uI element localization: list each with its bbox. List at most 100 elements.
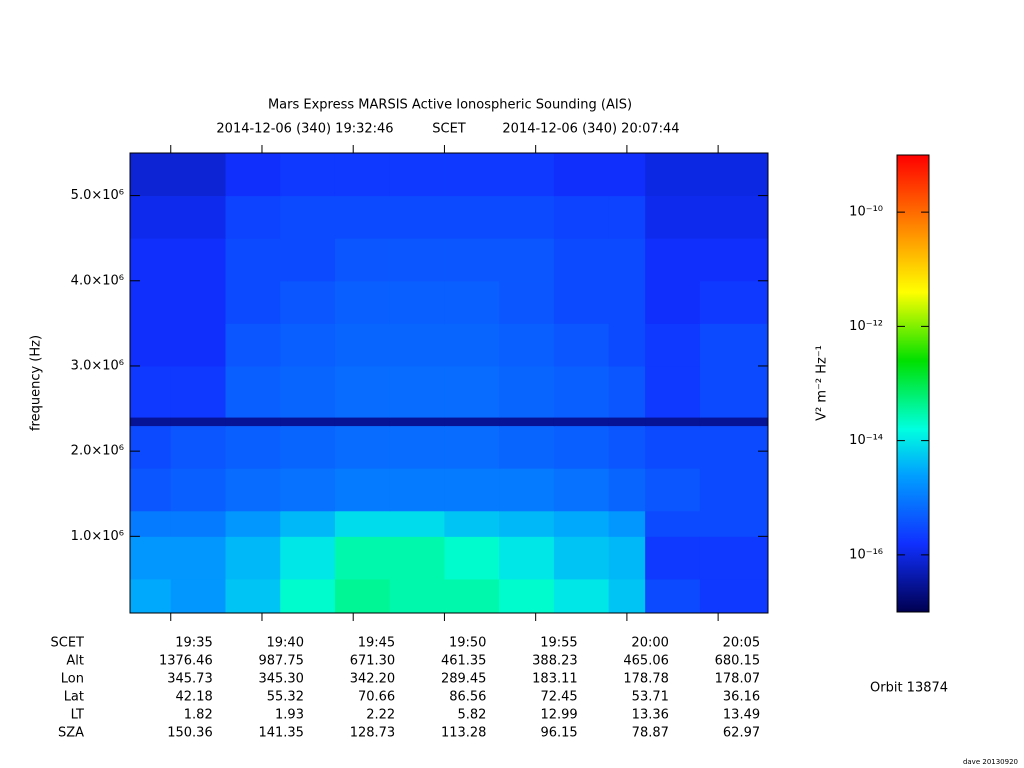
cell: [499, 510, 555, 537]
cell: [699, 280, 769, 324]
cell: [130, 468, 172, 512]
cell: [170, 578, 226, 614]
cell: [334, 323, 391, 367]
colorbar-tick-label: 10⁻¹²: [849, 319, 883, 334]
cell: [645, 365, 701, 418]
cell: [170, 195, 226, 239]
cell: [225, 195, 281, 239]
cell: [334, 510, 391, 537]
cell: [553, 153, 610, 197]
cell: [130, 323, 172, 367]
cell: [608, 238, 646, 282]
cell: [699, 238, 769, 282]
ephemeris-value: 345.73: [167, 672, 213, 687]
cell: [389, 536, 445, 580]
ephemeris-label: LT: [71, 708, 84, 723]
ephemeris-value: 671.30: [350, 654, 396, 669]
cell: [280, 195, 336, 239]
cell: [225, 238, 281, 282]
cell: [130, 425, 172, 469]
cell: [553, 536, 610, 580]
cell: [334, 153, 391, 197]
cell: [280, 578, 336, 614]
time-system: SCET: [432, 122, 466, 137]
cell: [444, 323, 500, 367]
cell: [280, 510, 336, 537]
cell: [130, 365, 172, 418]
cell: [280, 153, 336, 197]
colorbar-tick-label: 10⁻¹⁰: [849, 205, 883, 220]
ephemeris-value: 36.16: [723, 690, 760, 705]
cell: [608, 536, 646, 580]
cell: [170, 153, 226, 197]
cell: [170, 536, 226, 580]
cell: [699, 323, 769, 367]
cell: [170, 468, 226, 512]
cell: [608, 425, 646, 469]
cell: [499, 195, 555, 239]
cell: [389, 195, 445, 239]
cell: [334, 425, 391, 469]
y-tick-label: 2.0×10⁶: [71, 444, 124, 459]
cell: [699, 417, 769, 427]
cell: [225, 323, 281, 367]
cell: [389, 510, 445, 537]
cell: [170, 238, 226, 282]
cell: [444, 280, 500, 324]
ephemeris-value: 1376.46: [159, 654, 213, 669]
cell: [444, 195, 500, 239]
cell: [608, 417, 646, 427]
colorbar-tick-label: 10⁻¹⁶: [849, 547, 883, 562]
cell: [608, 510, 646, 537]
cell: [699, 425, 769, 469]
ephemeris-value: 150.36: [167, 726, 213, 741]
cell: [225, 425, 281, 469]
cell: [553, 468, 610, 512]
chart-title: Mars Express MARSIS Active Ionospheric S…: [268, 98, 632, 113]
cell: [699, 468, 769, 512]
x-tick-label: 20:05: [723, 636, 760, 651]
cell: [444, 578, 500, 614]
ephemeris-value: 388.23: [532, 654, 578, 669]
y-tick-label: 1.0×10⁶: [71, 529, 124, 544]
cell: [130, 417, 172, 427]
cell: [280, 365, 336, 418]
cell: [553, 280, 610, 324]
ephemeris-value: 53.71: [632, 690, 669, 705]
cell: [553, 365, 610, 418]
orbit: Orbit 13874: [870, 681, 948, 696]
ephemeris-value: 5.82: [457, 708, 486, 723]
ephemeris-value: 13.49: [723, 708, 760, 723]
cell: [334, 468, 391, 512]
ephemeris-value: 12.99: [540, 708, 577, 723]
ephemeris-value: 289.45: [441, 672, 487, 687]
cell: [225, 153, 281, 197]
cell: [280, 238, 336, 282]
ephemeris-label: Lat: [64, 690, 84, 705]
cell: [645, 323, 701, 367]
cell: [444, 510, 500, 537]
x-tick-label: 19:45: [358, 636, 395, 651]
cell: [699, 510, 769, 537]
cell: [499, 468, 555, 512]
cell: [280, 323, 336, 367]
x-tick-label: 19:50: [449, 636, 486, 651]
ephemeris-value: 465.06: [623, 654, 669, 669]
ephemeris-value: 1.93: [275, 708, 304, 723]
ephemeris-label: SZA: [58, 726, 84, 741]
ephemeris-value: 86.56: [449, 690, 486, 705]
cell: [389, 280, 445, 324]
ephemeris-value: 178.78: [623, 672, 669, 687]
cell: [225, 365, 281, 418]
time-start: 2014-12-06 (340) 19:32:46: [216, 122, 393, 137]
ephemeris-value: 55.32: [267, 690, 304, 705]
ephemeris-value: 141.35: [258, 726, 304, 741]
cell: [130, 195, 172, 239]
cell: [699, 536, 769, 580]
colorbar-label: V² m⁻² Hz⁻¹: [815, 345, 830, 421]
cell: [389, 425, 445, 469]
cell: [389, 365, 445, 418]
cell: [334, 280, 391, 324]
cell: [389, 468, 445, 512]
